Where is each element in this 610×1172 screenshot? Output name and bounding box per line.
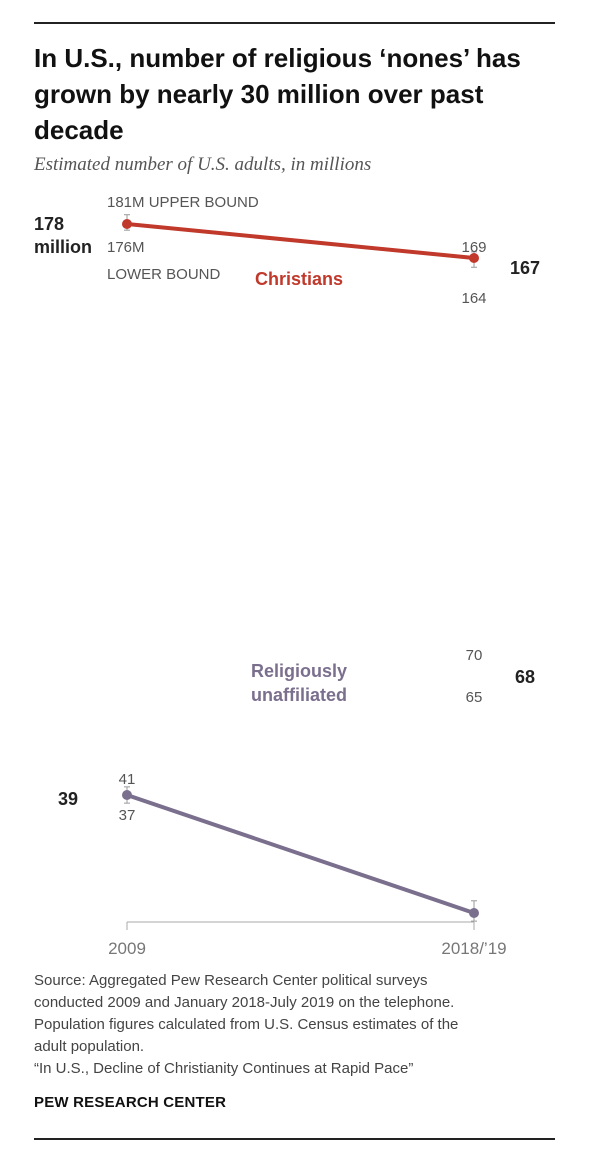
series-line xyxy=(125,222,476,260)
series-label: Religiously xyxy=(251,661,347,681)
value-label: 167 xyxy=(510,258,540,278)
lower-bound-label: LOWER BOUND xyxy=(107,266,221,283)
top-rule xyxy=(34,22,555,24)
series-line xyxy=(125,793,476,915)
x-tick-label: 2009 xyxy=(108,939,146,958)
upper-bound-label: 70 xyxy=(466,647,483,664)
series-label: Christians xyxy=(255,269,343,289)
data-point xyxy=(469,253,479,263)
value-label-unit: million xyxy=(34,237,92,257)
data-point xyxy=(122,219,132,229)
chart-area: 178 million 181M UPPER BOUND 176M LOWER BOUN… xyxy=(34,194,540,958)
x-tick-label: 2018/’19 xyxy=(441,939,506,958)
source-line: Source: Aggregated Pew Research Center p… xyxy=(34,972,428,989)
source-line: adult population. xyxy=(34,1038,145,1055)
upper-bound-label: 181M UPPER BOUND xyxy=(107,194,259,211)
value-label: 39 xyxy=(58,789,78,809)
series-label: unaffiliated xyxy=(251,685,347,705)
data-point xyxy=(469,908,479,918)
source-note: Source: Aggregated Pew Research Center p… xyxy=(34,970,554,1080)
lower-bound-label: 164 xyxy=(461,290,486,307)
lower-bound-label: 65 xyxy=(466,689,483,706)
value-label: 68 xyxy=(515,667,535,687)
source-line: “In U.S., Decline of Christianity Contin… xyxy=(34,1060,414,1077)
bottom-rule xyxy=(34,1138,555,1140)
brand-name: PEW RESEARCH CENTER xyxy=(34,1094,227,1111)
value-label: 178 xyxy=(34,214,64,234)
source-line: conducted 2009 and January 2018-July 201… xyxy=(34,994,455,1011)
lower-bound-label: 176M xyxy=(107,239,145,256)
upper-bound-label: 41 xyxy=(119,771,136,788)
lower-bound-label: 37 xyxy=(119,807,136,824)
upper-bound-label: 169 xyxy=(461,239,486,256)
chart-subtitle: Estimated number of U.S. adults, in mill… xyxy=(34,154,372,175)
chart-title: In U.S., number of religious ‘nones’ has… xyxy=(34,43,521,145)
data-point xyxy=(122,790,132,800)
source-line: Population figures calculated from U.S. … xyxy=(34,1016,459,1033)
